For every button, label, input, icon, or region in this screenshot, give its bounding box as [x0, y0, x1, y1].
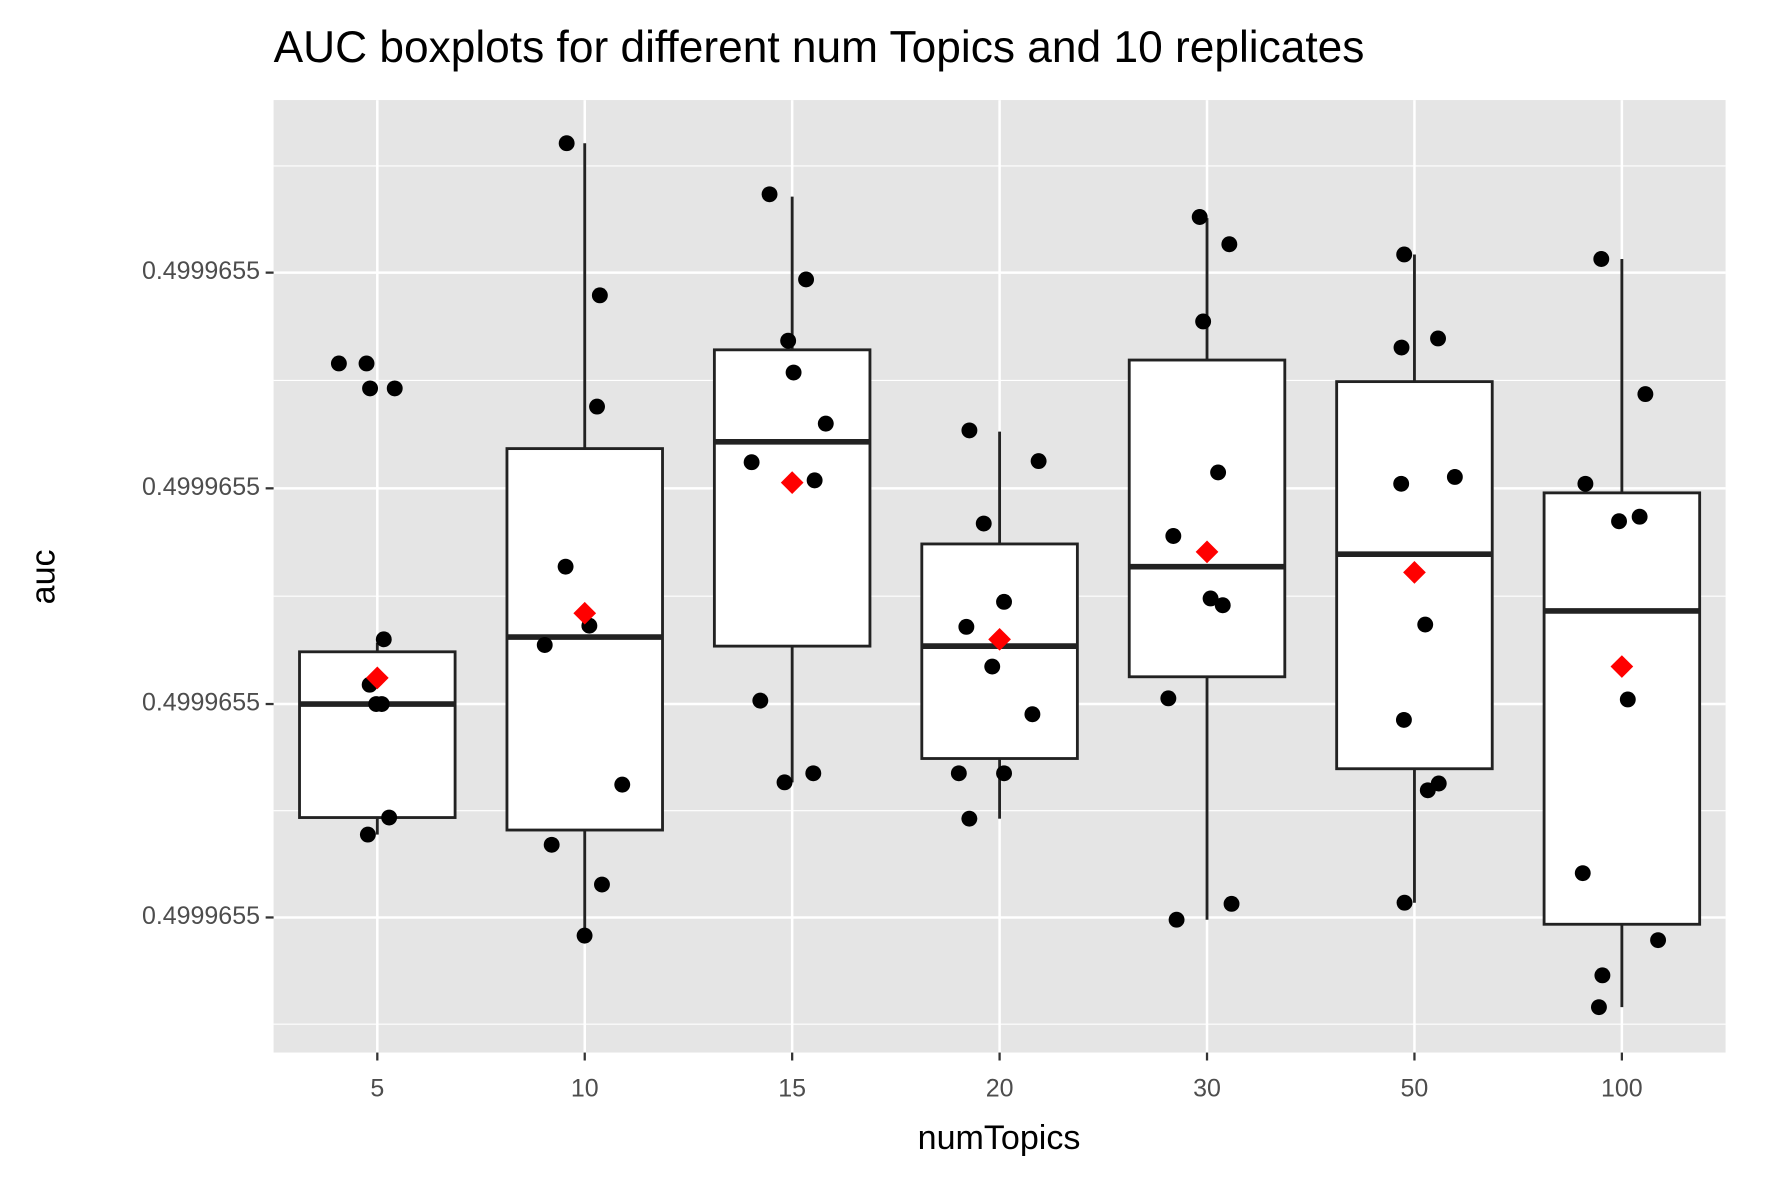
x-tick-label: 30	[1193, 1075, 1221, 1103]
point	[752, 692, 769, 709]
point	[1195, 313, 1212, 330]
point	[1030, 453, 1047, 470]
box	[712, 348, 872, 648]
point	[536, 637, 553, 653]
point	[1619, 691, 1636, 708]
point	[1574, 865, 1591, 882]
x-tick-label: 50	[1401, 1075, 1429, 1103]
point	[958, 618, 975, 635]
point	[1168, 911, 1185, 928]
point	[1631, 508, 1648, 525]
mean-marker	[780, 471, 804, 495]
point	[776, 774, 793, 791]
point	[614, 776, 631, 793]
point	[1593, 251, 1610, 267]
point	[1393, 475, 1410, 492]
point	[975, 515, 992, 532]
chart-title: AUC boxplots for different num Topics an…	[274, 23, 1365, 72]
point	[1202, 590, 1219, 607]
x-tick-label: 100	[1601, 1075, 1643, 1103]
y-tick-label: 0.4999655	[142, 902, 260, 930]
point	[1396, 246, 1413, 263]
point	[1191, 209, 1208, 225]
point	[1214, 597, 1231, 614]
point	[1160, 690, 1177, 707]
point	[780, 332, 797, 349]
x-axis-title: numTopics	[918, 1119, 1081, 1157]
point	[996, 593, 1012, 610]
point	[1430, 330, 1446, 347]
point	[330, 355, 347, 372]
point	[1210, 464, 1227, 481]
point	[1591, 999, 1607, 1016]
point	[589, 398, 605, 415]
point	[984, 658, 1001, 675]
point	[806, 472, 823, 489]
point	[386, 380, 403, 397]
point	[1446, 469, 1463, 485]
point	[761, 186, 778, 203]
x-tick-label: 10	[571, 1075, 599, 1103]
point	[996, 765, 1012, 782]
y-tick-label: 0.4999655	[142, 257, 260, 285]
x-tick-label: 5	[370, 1075, 384, 1103]
point	[961, 810, 978, 827]
x-tick-label: 15	[778, 1075, 806, 1103]
point	[576, 927, 593, 944]
point	[381, 809, 398, 826]
point	[743, 454, 760, 471]
point	[950, 765, 967, 782]
point	[1165, 528, 1182, 544]
point	[785, 364, 802, 381]
point	[1395, 711, 1412, 728]
x-tick-label: 20	[986, 1075, 1014, 1103]
point	[558, 135, 575, 152]
point	[1637, 386, 1654, 403]
point	[1419, 782, 1436, 799]
box	[1542, 491, 1702, 926]
point	[557, 558, 574, 575]
point	[1221, 236, 1238, 253]
box	[1127, 358, 1287, 679]
point	[798, 271, 815, 288]
point	[594, 876, 610, 893]
point	[591, 287, 608, 304]
box	[920, 542, 1079, 760]
point	[1611, 513, 1627, 530]
y-tick-label: 0.4999655	[142, 473, 260, 501]
point	[817, 415, 834, 432]
point	[1650, 932, 1667, 949]
point	[362, 380, 379, 397]
point	[543, 836, 560, 853]
point	[961, 422, 978, 439]
point	[375, 631, 392, 648]
point	[1577, 475, 1594, 492]
point	[358, 355, 375, 372]
point	[1024, 706, 1041, 723]
mean-marker	[1610, 655, 1634, 678]
point	[1223, 895, 1240, 912]
point	[805, 765, 822, 782]
point	[1393, 339, 1410, 356]
y-tick-label: 0.4999655	[142, 689, 260, 717]
point	[368, 696, 385, 712]
point	[1396, 894, 1413, 911]
point	[1594, 967, 1611, 984]
y-axis-title: auc	[24, 549, 62, 604]
point	[359, 826, 376, 843]
point	[1417, 616, 1434, 633]
